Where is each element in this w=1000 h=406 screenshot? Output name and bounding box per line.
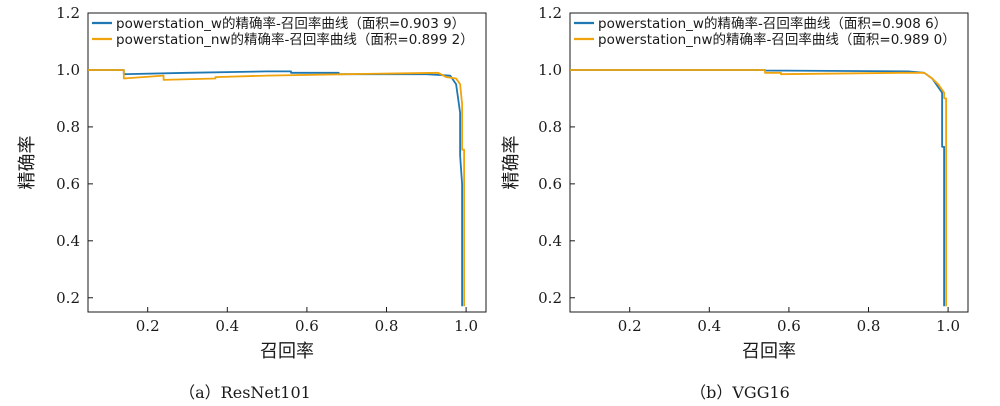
- y-tick-label: 1.2: [56, 4, 80, 22]
- x-tick-label: 0.2: [618, 317, 642, 335]
- y-tick-label: 0.4: [56, 232, 80, 250]
- y-tick-label: 1.2: [538, 4, 562, 22]
- panel-caption: （b）VGG16: [690, 383, 790, 402]
- y-tick-label: 0.8: [56, 118, 80, 136]
- x-tick-label: 0.6: [777, 317, 801, 335]
- legend-label-w: powerstation_w的精确率-召回率曲线（面积=0.903 9）: [116, 15, 465, 32]
- y-tick-label: 0.4: [538, 232, 562, 250]
- legend-label-w: powerstation_w的精确率-召回率曲线（面积=0.908 6）: [598, 15, 947, 32]
- panel-caption: （a）ResNet101: [179, 383, 311, 402]
- y-tick-label: 0.6: [56, 175, 80, 193]
- y-tick-label: 0.2: [56, 289, 80, 307]
- x-tick-label: 0.6: [295, 317, 319, 335]
- x-tick-label: 1.0: [454, 317, 478, 335]
- panel-vgg16: 0.2 0.4 0.6 0.8 1.0 1.2 0.2 0.4 0.6 0.8 1.0 召回率 精确率 p…: [501, 4, 969, 402]
- y-tick-label: 0.8: [538, 118, 562, 136]
- x-tick-label: 0.8: [375, 317, 399, 335]
- y-tick-label: 0.2: [538, 289, 562, 307]
- y-tick-label: 0.6: [538, 175, 562, 193]
- x-axis-title: 召回率: [260, 341, 314, 362]
- plot-frame: [569, 12, 969, 313]
- panel-resnet101: 0.2 0.4 0.6 0.8 1.0 1.2 0.2 0.4 0.6 0.8 1.0 召回率 精确率 p…: [17, 4, 487, 402]
- y-axis-title: 精确率: [17, 136, 38, 190]
- x-tick-label: 0.4: [215, 317, 239, 335]
- x-axis-title: 召回率: [742, 341, 796, 362]
- series-line-w: [88, 69, 464, 307]
- legend-label-nw: powerstation_nw的精确率-召回率曲线（面积=0.989 0）: [598, 31, 956, 48]
- x-tick-label: 0.2: [136, 317, 160, 335]
- series-line-nw: [570, 69, 947, 307]
- x-tick-label: 0.4: [697, 317, 721, 335]
- x-tick-label: 0.8: [857, 317, 881, 335]
- y-tick-label: 1.0: [56, 61, 80, 79]
- plot-frame: [87, 12, 487, 313]
- series-line-w: [570, 69, 945, 307]
- y-axis-title: 精确率: [501, 136, 522, 190]
- y-tick-label: 1.0: [538, 61, 562, 79]
- legend-label-nw: powerstation_nw的精确率-召回率曲线（面积=0.899 2）: [116, 31, 474, 48]
- series-line-nw: [88, 69, 466, 307]
- x-tick-label: 1.0: [936, 317, 960, 335]
